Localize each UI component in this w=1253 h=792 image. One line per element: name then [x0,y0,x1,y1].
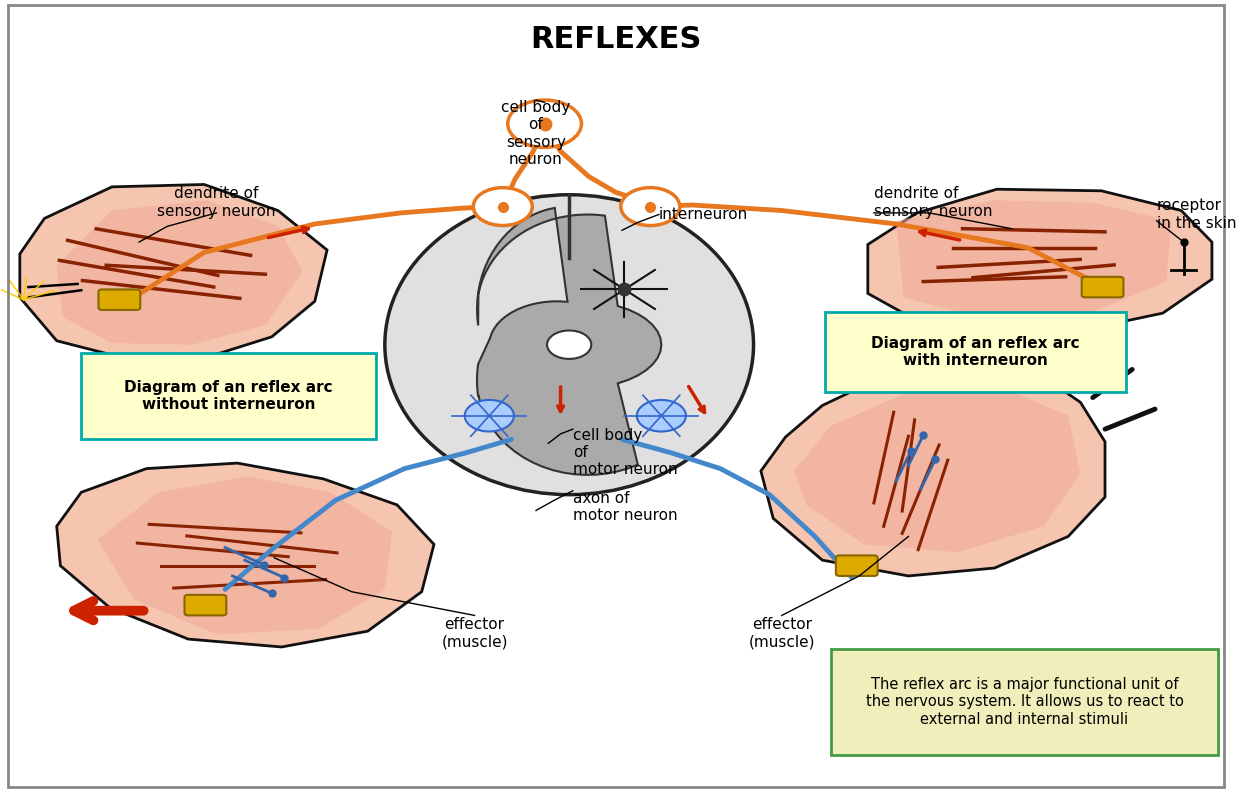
FancyBboxPatch shape [184,595,227,615]
FancyBboxPatch shape [836,555,877,576]
FancyBboxPatch shape [81,352,376,440]
Text: dendrite of
sensory neuron: dendrite of sensory neuron [875,186,992,219]
Text: receptor
in the skin: receptor in the skin [1157,198,1237,230]
Circle shape [548,330,591,359]
Polygon shape [794,384,1080,552]
Circle shape [620,188,680,226]
Polygon shape [868,189,1212,331]
Text: effector
(muscle): effector (muscle) [748,617,814,649]
Text: cell body
of
sensory
neuron: cell body of sensory neuron [501,100,570,167]
Text: axon of
motor neuron: axon of motor neuron [573,491,678,523]
Text: effector
(muscle): effector (muscle) [441,617,507,649]
Circle shape [474,188,533,226]
Polygon shape [761,360,1105,576]
FancyBboxPatch shape [824,311,1126,392]
FancyBboxPatch shape [99,289,140,310]
Polygon shape [896,200,1172,318]
Polygon shape [20,185,327,358]
FancyBboxPatch shape [831,649,1218,755]
Circle shape [637,400,685,432]
Polygon shape [477,208,662,475]
Text: The reflex arc is a major functional unit of
the nervous system. It allows us to: The reflex arc is a major functional uni… [866,677,1183,727]
Polygon shape [56,463,434,647]
Polygon shape [56,200,302,345]
Text: Diagram of an reflex arc
with interneuron: Diagram of an reflex arc with interneuro… [871,336,1080,368]
Text: REFLEXES: REFLEXES [530,25,702,54]
Polygon shape [98,477,392,634]
Text: interneuron: interneuron [659,207,748,222]
Text: cell body
of
motor neuron: cell body of motor neuron [573,428,678,478]
Circle shape [507,100,581,147]
Text: Diagram of an reflex arc
without interneuron: Diagram of an reflex arc without interne… [124,380,333,412]
FancyBboxPatch shape [1081,277,1124,297]
Circle shape [465,400,514,432]
Text: dendrite of
sensory neuron: dendrite of sensory neuron [157,186,276,219]
Ellipse shape [385,195,753,495]
